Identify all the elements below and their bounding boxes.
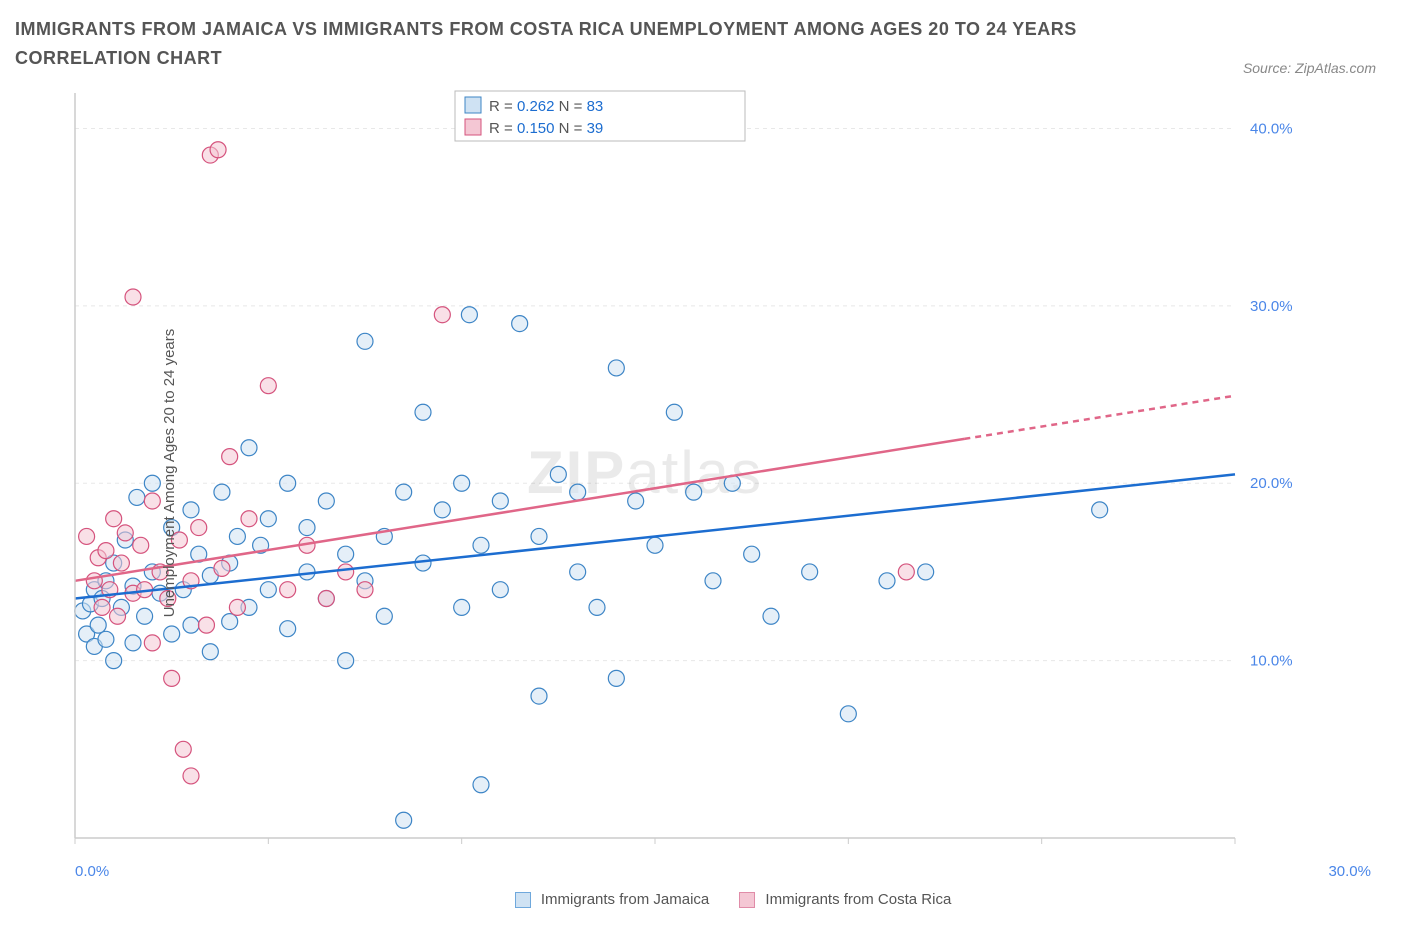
bottom-legend: Immigrants from Jamaica Immigrants from … [75, 883, 1391, 908]
svg-text:R = 0.150 N = 39: R = 0.150 N = 39 [489, 120, 603, 137]
legend-swatch-costarica [739, 892, 755, 908]
svg-text:40.0%: 40.0% [1250, 120, 1293, 137]
chart-title: IMMIGRANTS FROM JAMAICA VS IMMIGRANTS FR… [15, 15, 1115, 73]
y-axis-label: Unemployment Among Ages 20 to 24 years [161, 328, 178, 617]
x-min-label: 0.0% [75, 863, 109, 880]
svg-text:30.0%: 30.0% [1250, 297, 1293, 314]
svg-text:10.0%: 10.0% [1250, 652, 1293, 669]
legend-item-jamaica: Immigrants from Jamaica [515, 891, 710, 908]
legend-label-costarica: Immigrants from Costa Rica [765, 891, 951, 908]
scatter-chart: 10.0%20.0%30.0%40.0%ZIPatlasR = 0.262 N … [15, 83, 1315, 863]
legend-item-costarica: Immigrants from Costa Rica [739, 891, 951, 908]
x-axis-labels: 0.0% 30.0% [75, 863, 1391, 883]
source-label: Source: ZipAtlas.com [1243, 60, 1376, 76]
svg-text:R = 0.262 N = 83: R = 0.262 N = 83 [489, 98, 603, 115]
chart-container: Unemployment Among Ages 20 to 24 years 1… [15, 83, 1391, 863]
svg-text:20.0%: 20.0% [1250, 475, 1293, 492]
x-max-label: 30.0% [1328, 863, 1371, 880]
legend-label-jamaica: Immigrants from Jamaica [541, 891, 709, 908]
legend-swatch-jamaica [515, 892, 531, 908]
